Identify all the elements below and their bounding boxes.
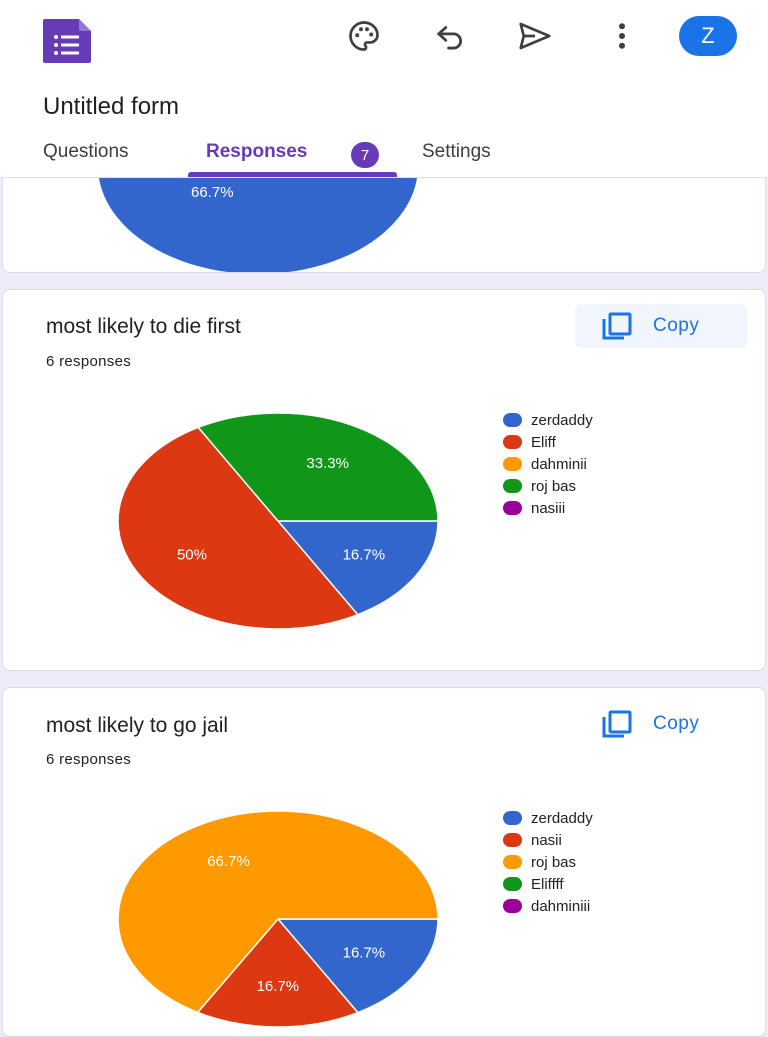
- question-card-die-first: most likely to die first 6 responses Cop…: [2, 289, 766, 671]
- palette-icon[interactable]: [346, 18, 382, 54]
- legend-item: zerdaddy: [503, 807, 593, 829]
- copy-icon: [602, 312, 632, 340]
- copy-button-label: Copy: [653, 713, 700, 734]
- app-header: Z Untitled form Questions Responses 7 Se…: [0, 0, 768, 178]
- pie-slice-label: 33.3%: [306, 455, 349, 472]
- legend-item: Eliffff: [503, 873, 593, 895]
- legend-item: Eliff: [503, 431, 593, 453]
- copy-chart-button[interactable]: Copy: [575, 304, 747, 348]
- response-count: 6 responses: [46, 353, 132, 370]
- more-vert-icon[interactable]: [604, 18, 640, 54]
- pie-slice-label: 16.7%: [343, 547, 386, 564]
- legend-swatch: [503, 899, 522, 913]
- legend-swatch: [503, 855, 522, 869]
- legend-item: nasii: [503, 829, 593, 851]
- google-forms-icon[interactable]: [41, 17, 95, 65]
- legend-label: nasii: [531, 831, 562, 849]
- legend-label: dahminii: [531, 455, 587, 473]
- legend-swatch: [503, 811, 522, 825]
- pie-slice-blue: [98, 166, 418, 272]
- pie-chart: 16.7% 16.7% 66.7%: [117, 810, 439, 1028]
- pie-chart: 16.7% 50% 33.3%: [117, 412, 439, 630]
- responses-count-badge: 7: [351, 142, 379, 168]
- pie-slice-roj-bas: [117, 810, 439, 1014]
- legend-item: roj bas: [503, 475, 593, 497]
- pie-slice-zerdaddy: [276, 520, 439, 616]
- pie-slice-label: 16.7%: [343, 945, 386, 962]
- legend-swatch: [503, 479, 522, 493]
- legend-label: zerdaddy: [531, 411, 593, 429]
- legend-item: dahminiii: [503, 895, 593, 917]
- account-avatar[interactable]: Z: [679, 16, 737, 56]
- undo-icon[interactable]: [432, 18, 468, 54]
- legend-swatch: [503, 833, 522, 847]
- legend-label: roj bas: [531, 477, 577, 495]
- legend-label: zerdaddy: [531, 809, 593, 827]
- question-title: most likely to die first: [46, 315, 241, 338]
- copy-button-label: Copy: [653, 315, 700, 336]
- legend-item: roj bas: [503, 851, 593, 873]
- legend-swatch: [503, 877, 522, 891]
- legend-swatch: [503, 457, 522, 471]
- pie-slice-eliff: [117, 426, 359, 630]
- question-card-go-jail: most likely to go jail 6 responses Copy …: [2, 687, 766, 1037]
- response-count: 6 responses: [46, 751, 132, 768]
- legend-label: dahminiii: [531, 897, 591, 915]
- pie-slice-label: 50%: [177, 546, 207, 563]
- legend-label: Eliffff: [531, 875, 564, 893]
- legend-label: Eliff: [531, 433, 556, 451]
- active-tab-indicator: [188, 172, 397, 177]
- copy-icon: [602, 710, 632, 738]
- question-title: most likely to go jail: [46, 714, 229, 737]
- tab-responses[interactable]: Responses: [206, 141, 308, 162]
- legend-swatch: [503, 435, 522, 449]
- copy-chart-button[interactable]: Copy: [575, 702, 747, 746]
- legend-item: zerdaddy: [503, 409, 593, 431]
- legend-swatch: [503, 413, 522, 427]
- pie-slice-label: 66.7%: [207, 853, 250, 870]
- pie-slice-zerdaddy: [276, 918, 439, 1014]
- legend-item: dahminii: [503, 453, 593, 475]
- tab-questions[interactable]: Questions: [43, 141, 129, 162]
- legend-label: nasiii: [531, 499, 566, 517]
- pie-slice-roj-bas: [197, 412, 439, 522]
- pie-slice-label: 66.7%: [191, 184, 234, 201]
- tab-settings[interactable]: Settings: [422, 141, 491, 162]
- chart-legend: zerdaddy nasii roj bas Eliffff dahminiii: [503, 807, 593, 917]
- legend-label: roj bas: [531, 853, 577, 871]
- send-icon[interactable]: [517, 18, 553, 54]
- legend-item: nasiii: [503, 497, 593, 519]
- pie-slice-label: 16.7%: [257, 978, 300, 995]
- chart-legend: zerdaddy Eliff dahminii roj bas nasiii: [503, 409, 593, 519]
- partial-pie-chart: 66.7%: [98, 166, 418, 272]
- form-title: Untitled form: [43, 93, 180, 120]
- legend-swatch: [503, 501, 522, 515]
